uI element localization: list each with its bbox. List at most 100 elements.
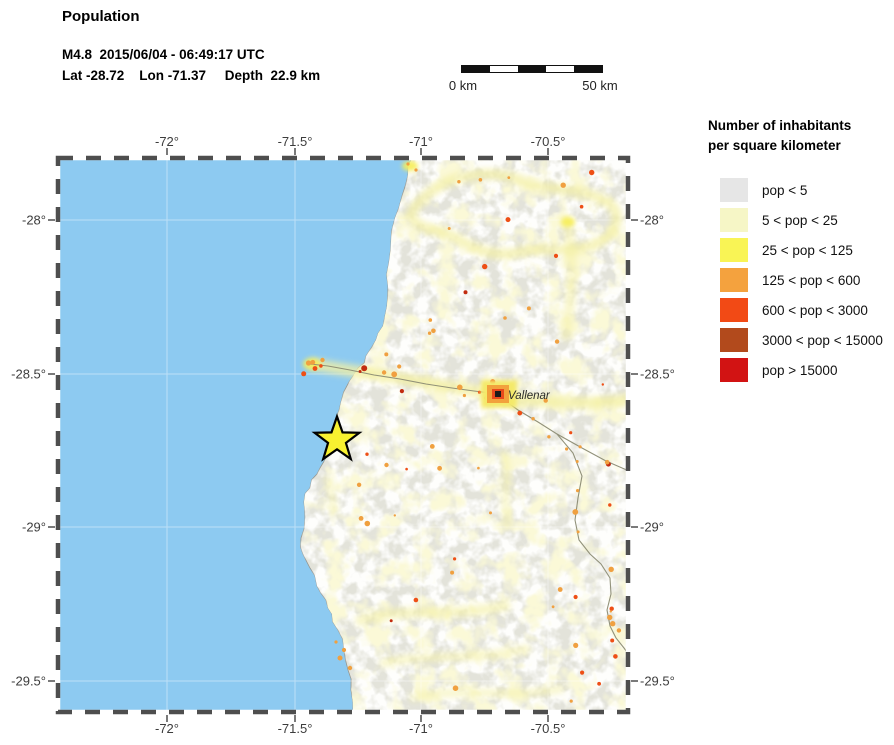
population-dot	[391, 371, 398, 378]
population-dot	[477, 466, 480, 470]
population-dot	[604, 459, 610, 465]
legend-row: pop > 15000	[720, 358, 883, 382]
scale-bar-segment	[574, 66, 602, 72]
population-dot	[569, 699, 573, 703]
axis-label-lon-top: -70.5°	[530, 134, 566, 149]
legend: pop < 5 5 < pop < 25 25 < pop < 125 125 < p…	[720, 178, 883, 388]
population-dot	[463, 290, 468, 295]
population-dot	[358, 370, 362, 373]
legend-title: Number of inhabitants per square kilomet…	[708, 116, 851, 156]
axis-label-lat-right: -29.5°	[640, 673, 675, 689]
population-band	[378, 643, 532, 669]
population-dot	[397, 364, 402, 369]
population-dot	[364, 520, 371, 527]
population-dot	[580, 670, 585, 675]
population-dot	[573, 642, 579, 648]
axis-label-lon-bottom: -71°	[409, 721, 433, 736]
legend-swatch	[720, 178, 748, 202]
population-dot	[312, 366, 318, 371]
legend-swatch	[720, 298, 748, 322]
legend-row: 5 < pop < 25	[720, 208, 883, 232]
population-dot	[406, 162, 410, 166]
earthquake-info-line2: Lat -28.72 Lon -71.37 Depth 22.9 km	[62, 68, 321, 83]
population-dot	[610, 638, 615, 643]
road-line	[556, 433, 628, 472]
population-dot	[489, 511, 492, 515]
population-dot	[554, 339, 560, 344]
population-dot	[557, 587, 563, 592]
city-label: Vallenar	[508, 390, 551, 402]
population-dot	[579, 204, 584, 209]
legend-label: pop > 15000	[762, 362, 838, 378]
axis-label-lon-top: -71.5°	[277, 134, 313, 149]
population-dot	[365, 452, 369, 456]
population-dot	[429, 444, 435, 449]
population-dot	[572, 509, 579, 515]
axis-label-lat-left: -28°	[22, 212, 46, 228]
axis-ticks	[48, 148, 638, 722]
legend-row: 3000 < pop < 15000	[720, 328, 883, 352]
earthquake-info-line1: M4.8 2015/06/04 - 06:49:17 UTC	[62, 47, 265, 62]
legend-label: 600 < pop < 3000	[762, 302, 868, 318]
population-dot	[320, 357, 325, 363]
population-dot	[413, 597, 419, 603]
population-dot	[576, 530, 580, 534]
legend-label: 5 < pop < 25	[762, 212, 838, 228]
population-band	[403, 168, 623, 260]
population-dot	[478, 178, 483, 182]
population-dot	[452, 685, 459, 691]
population-band	[354, 598, 512, 628]
population-dot	[616, 628, 622, 633]
axis-label-lon-top: -72°	[155, 134, 179, 149]
town-spot	[561, 217, 575, 227]
scale-bar-start-label: 0 km	[448, 78, 478, 93]
population-dot	[547, 435, 551, 439]
legend-swatch	[720, 268, 748, 292]
axis-label-lat-right: -29°	[640, 519, 664, 535]
epicenter-star	[311, 413, 363, 462]
population-dot	[609, 610, 612, 613]
axis-label-lat-right: -28°	[640, 212, 664, 228]
legend-title-line1: Number of inhabitants	[708, 118, 852, 133]
legend-label: 125 < pop < 600	[762, 272, 861, 288]
population-dot	[477, 390, 482, 394]
page-title: Population	[62, 8, 140, 25]
legend-row: 125 < pop < 600	[720, 268, 883, 292]
map: Vallenar	[48, 148, 638, 722]
axis-label-lon-bottom: -70.5°	[530, 721, 566, 736]
legend-swatch	[720, 208, 748, 232]
population-dot	[453, 557, 457, 561]
population-dot	[597, 681, 601, 686]
population-dot	[334, 640, 338, 644]
population-dot	[450, 570, 455, 575]
frame-dashes	[55, 155, 631, 715]
population-dot	[358, 516, 364, 521]
axis-label-lon-bottom: -71.5°	[277, 721, 313, 736]
population-dot	[551, 605, 555, 609]
axis-label-lat-left: -29.5°	[11, 673, 46, 689]
legend-label: 3000 < pop < 15000	[762, 332, 883, 348]
population-dot	[608, 566, 614, 572]
population-band	[408, 683, 565, 703]
axis-label-lon-top: -71°	[409, 134, 433, 149]
map-canvas: Vallenar	[58, 158, 628, 712]
scale-bar-segment	[462, 66, 490, 72]
population-dot	[393, 514, 396, 517]
population-dot	[389, 619, 393, 623]
population-dot	[305, 360, 312, 366]
population-dot	[610, 621, 616, 627]
population-dot	[565, 447, 569, 451]
population-dot	[437, 465, 442, 471]
axis-label-lat-left: -28.5°	[11, 366, 46, 382]
legend-swatch	[720, 238, 748, 262]
population-dot	[399, 389, 404, 394]
population-dot	[431, 328, 436, 334]
population-band	[498, 448, 513, 530]
legend-row: 25 < pop < 125	[720, 238, 883, 262]
axis-label-lon-bottom: -72°	[155, 721, 179, 736]
population-dot	[573, 594, 578, 600]
population-dot	[341, 647, 347, 653]
population-dot	[609, 606, 614, 611]
population-dot	[531, 417, 535, 421]
